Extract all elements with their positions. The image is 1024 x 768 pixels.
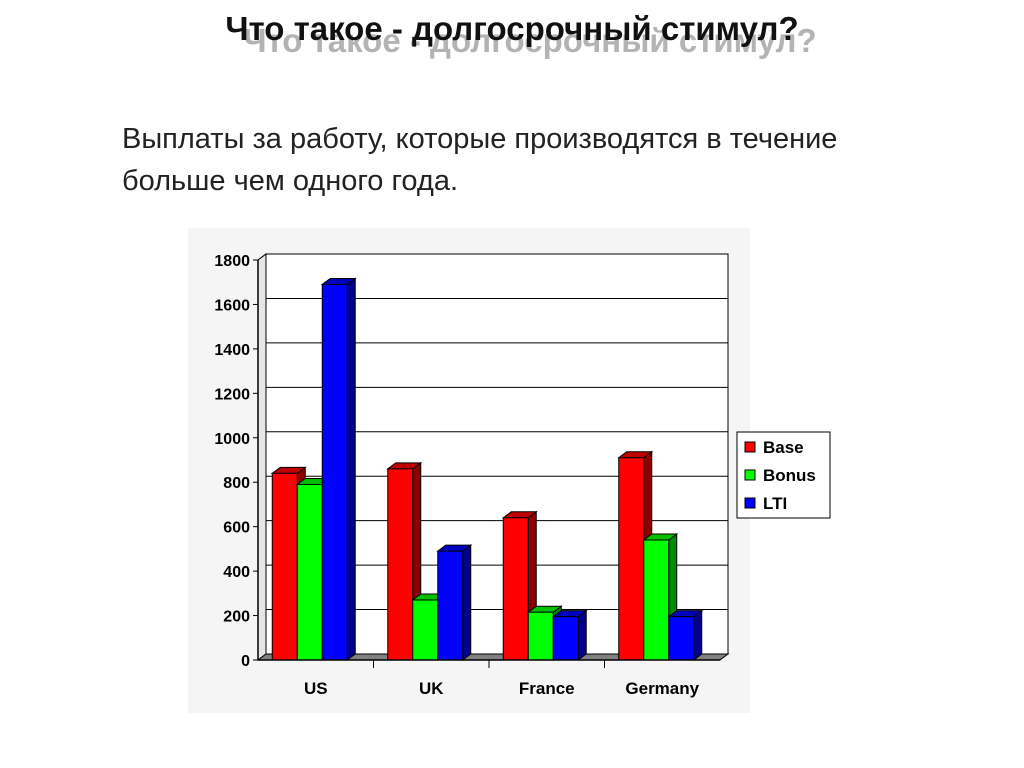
y-tick-label: 1600 xyxy=(214,297,250,314)
bar-front xyxy=(412,599,439,661)
x-tick-label: US xyxy=(304,679,328,698)
x-tick-label: UK xyxy=(419,679,444,698)
x-tick-label: Germany xyxy=(625,679,699,698)
legend-swatch-base xyxy=(744,441,756,453)
legend-label-base: Base xyxy=(763,438,804,457)
bar-lti-france xyxy=(551,609,588,661)
y-tick-label: 1400 xyxy=(214,342,250,359)
slide-subtitle: Выплаты за работу, которые производятся … xyxy=(122,123,838,197)
legend-swatch-lti xyxy=(744,497,756,509)
bar-side xyxy=(346,277,356,661)
bar-front xyxy=(643,539,670,661)
slide-title: Что такое - долгосрочный стимул? xyxy=(225,10,799,47)
bar-front xyxy=(296,483,323,661)
legend-swatch-bonus xyxy=(744,469,756,481)
legend-label-bonus: Bonus xyxy=(763,466,816,485)
y-tick-label: 1800 xyxy=(214,253,250,270)
plot-side-wall xyxy=(257,253,267,661)
bar-lti-uk xyxy=(436,544,473,661)
y-tick-label: 600 xyxy=(223,520,250,537)
y-tick-label: 200 xyxy=(223,609,250,626)
legend-label-lti: LTI xyxy=(763,494,787,513)
y-tick-label: 800 xyxy=(223,475,250,492)
bar-front xyxy=(668,616,695,661)
bar-front xyxy=(321,283,348,661)
slide-title-shadow: Что такое - долгосрочный стимул? xyxy=(243,22,817,59)
y-tick-label: 1000 xyxy=(214,431,250,448)
slide-title-block: Что такое - долгосрочный стимул? Что так… xyxy=(0,10,1024,80)
bar-front xyxy=(437,550,464,661)
x-tick-label: France xyxy=(519,679,575,698)
bar-side xyxy=(577,609,587,661)
bar-lti-germany xyxy=(667,609,704,661)
y-tick-label: 0 xyxy=(241,653,250,670)
y-tick-label: 400 xyxy=(223,564,250,581)
bar-side xyxy=(462,544,472,661)
bar-front xyxy=(552,616,579,661)
bar-front xyxy=(527,611,554,661)
bar-base-france xyxy=(501,510,538,661)
bar-front xyxy=(502,517,529,661)
y-tick-label: 1200 xyxy=(214,386,250,403)
bar-side xyxy=(693,609,703,661)
bar-lti-us xyxy=(320,277,357,661)
bar-front xyxy=(618,457,645,661)
bar-front xyxy=(271,472,298,661)
bar-front xyxy=(387,468,414,661)
